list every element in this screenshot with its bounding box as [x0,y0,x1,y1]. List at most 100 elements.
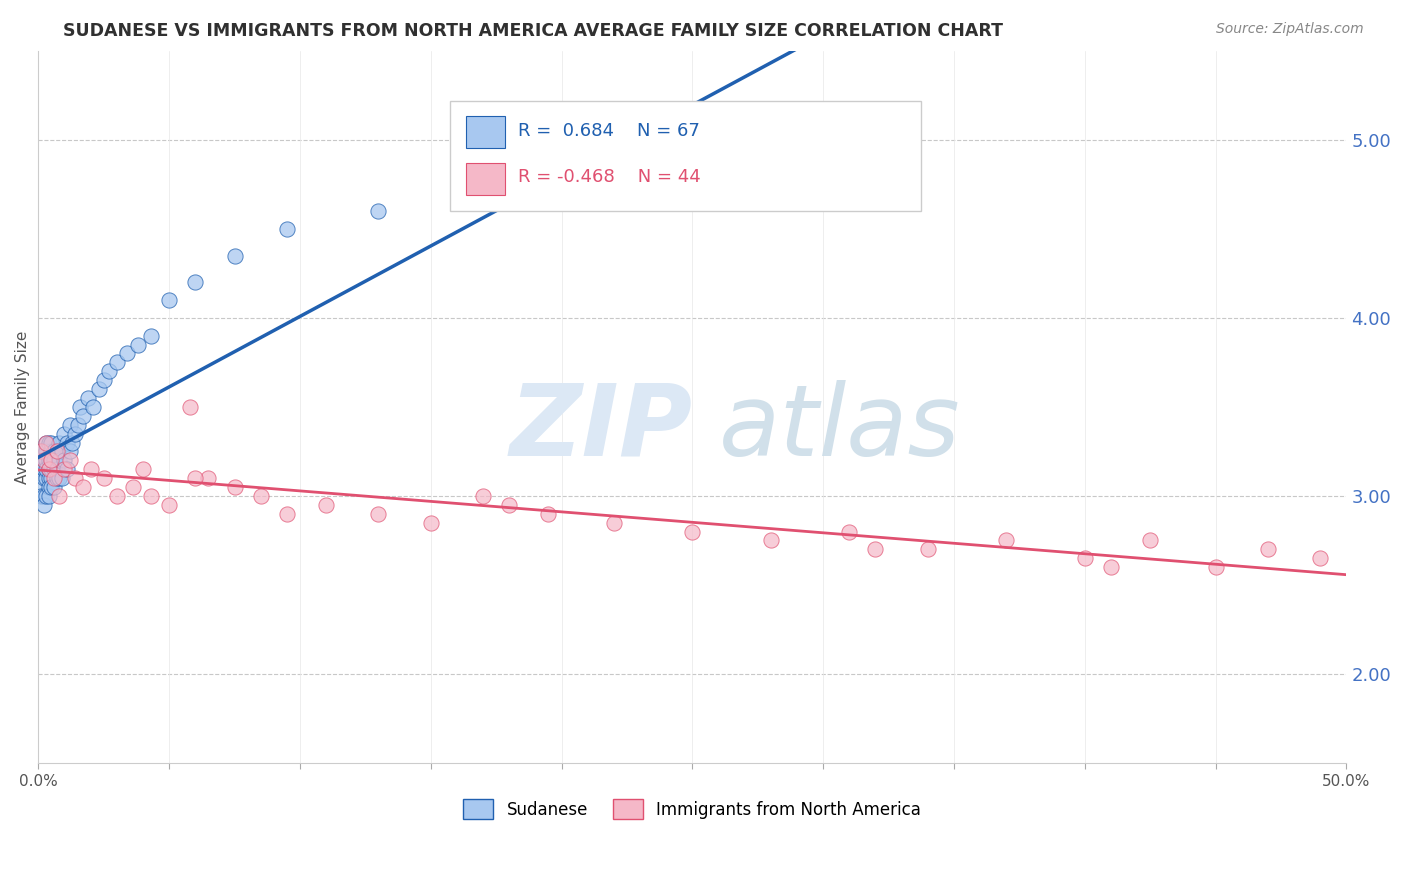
Point [42,444,65,458]
Point [42,453,65,467]
Point [48,471,70,485]
Text: Source: ZipAtlas.com: Source: ZipAtlas.com [1216,22,1364,37]
Point [42,480,65,494]
Point [59,417,82,432]
Point [60,435,83,450]
Y-axis label: Average Family Size: Average Family Size [15,330,30,483]
Text: R =  0.684    N = 67: R = 0.684 N = 67 [519,122,700,140]
Point [45,444,67,458]
Point [72,409,94,423]
Point [419,516,441,530]
Point [41,462,63,476]
Point [1205,560,1227,574]
Point [1257,542,1279,557]
Text: ZIP: ZIP [509,380,692,477]
Point [66,417,89,432]
Point [79,462,101,476]
Point [759,533,782,548]
Point [42,462,65,476]
Point [41,453,63,467]
Point [117,346,139,360]
FancyBboxPatch shape [465,163,505,195]
Point [41,444,63,458]
Point [105,489,128,503]
Point [224,480,246,494]
Point [127,337,149,351]
Point [157,293,180,307]
Point [38,489,60,503]
Point [56,435,79,450]
Point [865,542,887,557]
Point [41,480,63,494]
Point [56,462,79,476]
Point [32,462,55,476]
Point [35,435,58,450]
Point [838,524,860,539]
Point [498,498,520,512]
Point [45,444,67,458]
Point [224,248,246,262]
Point [41,471,63,485]
Point [30,444,52,458]
Text: SUDANESE VS IMMIGRANTS FROM NORTH AMERICA AVERAGE FAMILY SIZE CORRELATION CHART: SUDANESE VS IMMIGRANTS FROM NORTH AMERIC… [63,22,1004,40]
Point [38,471,60,485]
Point [59,444,82,458]
Point [157,498,180,512]
Point [1309,551,1331,566]
Point [53,462,76,476]
Point [45,462,67,476]
Point [367,204,389,219]
Point [35,462,58,476]
Point [59,453,82,467]
Point [1074,551,1097,566]
Point [472,186,495,201]
Point [121,480,143,494]
Point [315,498,337,512]
Point [41,435,63,450]
Point [32,471,55,485]
Point [32,453,55,467]
Point [45,471,67,485]
Point [42,471,65,485]
Point [63,471,86,485]
Point [48,489,70,503]
Text: R = -0.468    N = 44: R = -0.468 N = 44 [519,169,702,186]
Point [276,221,298,235]
Point [53,453,76,467]
Point [87,382,110,396]
Point [537,507,560,521]
Point [139,489,162,503]
Point [1099,560,1122,574]
Point [628,178,651,192]
Point [197,471,219,485]
Point [30,462,52,476]
Point [681,524,703,539]
Point [38,453,60,467]
Point [35,435,58,450]
Point [77,391,100,405]
FancyBboxPatch shape [450,101,921,211]
Point [139,328,162,343]
Point [32,453,55,467]
Point [184,275,207,289]
Point [799,160,821,174]
Point [30,480,52,494]
Point [35,453,58,467]
Legend: Sudanese, Immigrants from North America: Sudanese, Immigrants from North America [457,792,928,826]
Point [41,453,63,467]
FancyBboxPatch shape [465,116,505,148]
Point [367,507,389,521]
Point [38,435,60,450]
Point [93,471,115,485]
Point [38,462,60,476]
Point [32,489,55,503]
Point [82,400,104,414]
Point [179,400,201,414]
Point [72,480,94,494]
Text: atlas: atlas [718,380,960,477]
Point [93,373,115,387]
Point [105,355,128,369]
Point [30,489,52,503]
Point [249,489,271,503]
Point [38,462,60,476]
